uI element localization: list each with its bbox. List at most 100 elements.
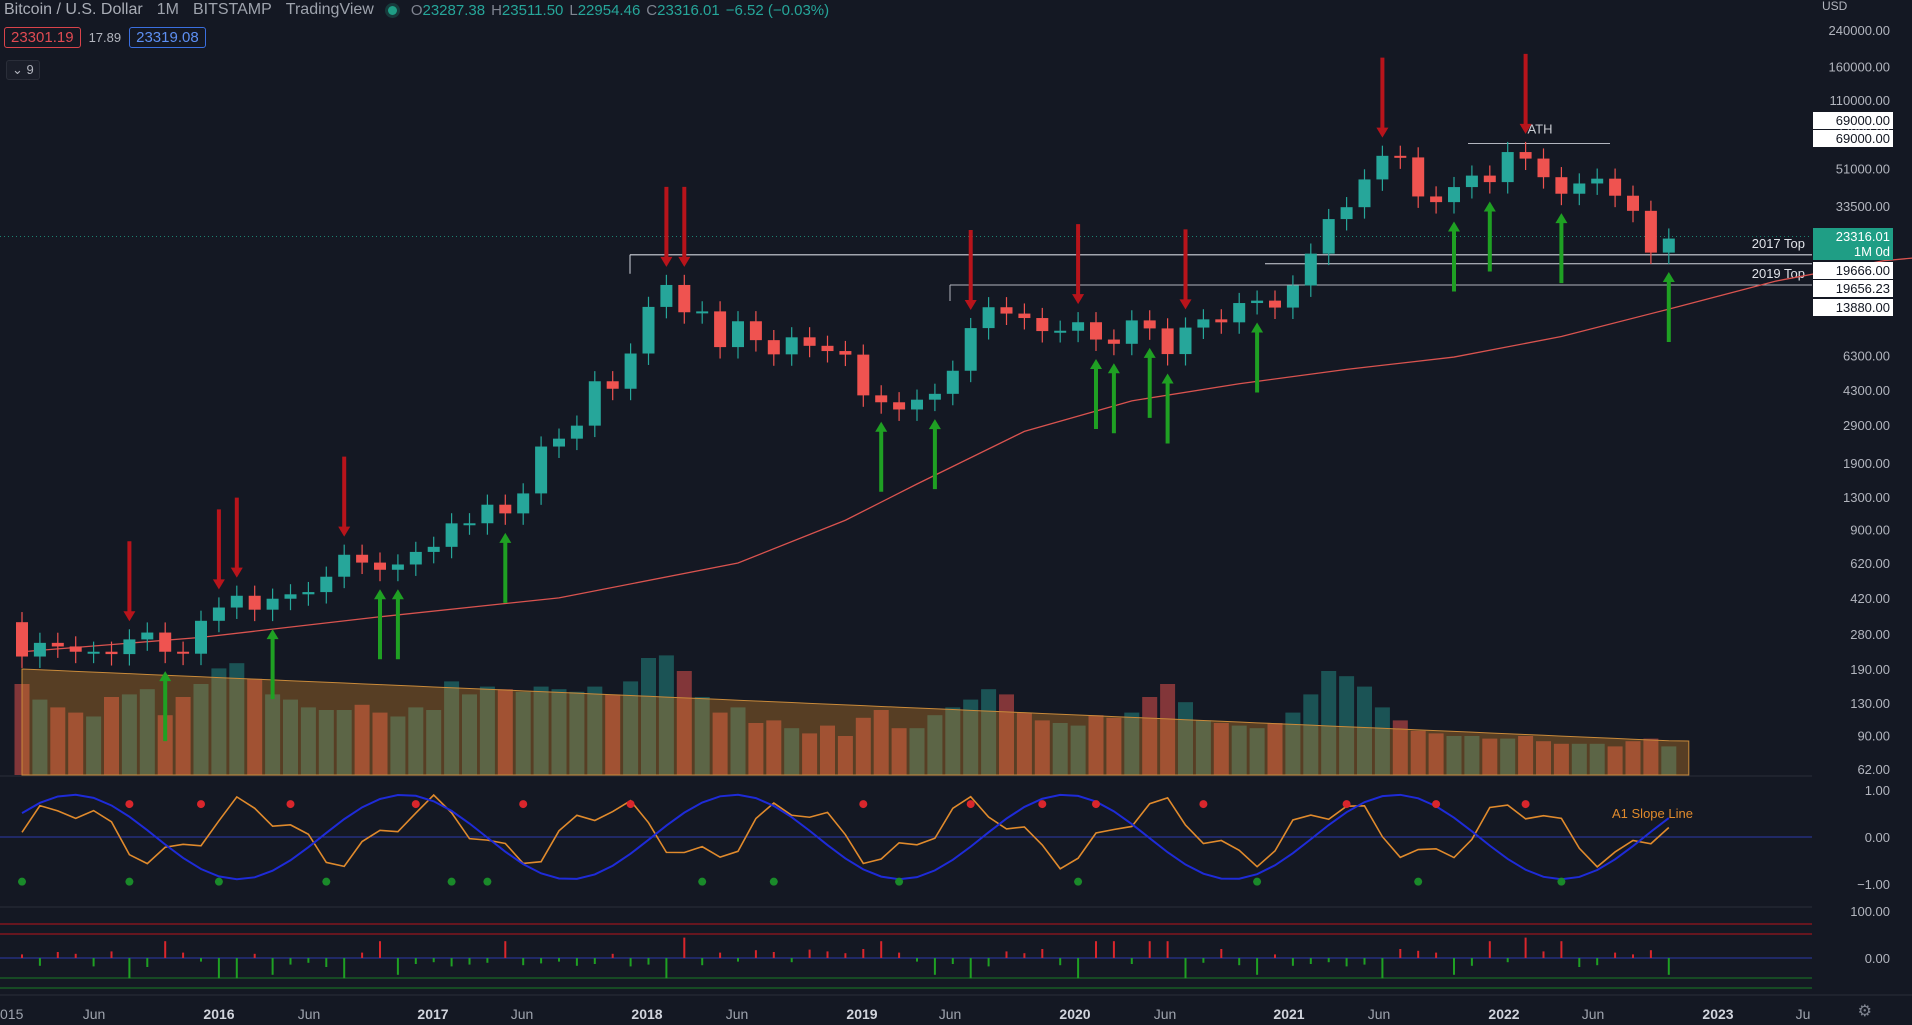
volume-bar bbox=[372, 712, 388, 775]
buy-arrow-icon bbox=[875, 421, 888, 492]
hist-bar bbox=[379, 941, 381, 958]
sell-price-button[interactable]: 23301.19 bbox=[4, 27, 81, 48]
hist-bar bbox=[325, 958, 328, 967]
price-tick: 2900.00 bbox=[1843, 418, 1890, 433]
candle bbox=[481, 504, 494, 524]
hist-bar bbox=[844, 953, 847, 958]
candle bbox=[1233, 303, 1246, 323]
volume-bar bbox=[1016, 712, 1032, 775]
hist-bar bbox=[1148, 941, 1151, 958]
hist-bar bbox=[1184, 958, 1187, 979]
osc-sell-dot bbox=[197, 800, 205, 809]
price-label-box bbox=[1813, 280, 1893, 297]
gear-icon[interactable]: ⚙ bbox=[1857, 1003, 1872, 1020]
volume-bar bbox=[86, 716, 102, 775]
hist-tick: 0.00 bbox=[1865, 951, 1890, 966]
hist-bar bbox=[432, 958, 435, 963]
osc-tick: 1.00 bbox=[1865, 783, 1890, 798]
hist-bar bbox=[146, 958, 149, 967]
candle bbox=[1018, 313, 1031, 319]
time-tick: 2016 bbox=[203, 1006, 234, 1022]
hist-bar bbox=[1417, 950, 1420, 958]
chevron-down-icon: ⌄ bbox=[12, 62, 23, 77]
price-label: 19666.00 bbox=[1836, 263, 1890, 278]
hist-bar bbox=[1667, 958, 1670, 975]
volume-bar bbox=[855, 717, 871, 775]
volume-bar bbox=[820, 725, 835, 775]
hist-bar bbox=[1632, 954, 1634, 958]
volume-bar bbox=[1249, 728, 1265, 775]
hist-bar bbox=[1453, 958, 1455, 975]
candle bbox=[1036, 318, 1049, 332]
volume-bar bbox=[1267, 723, 1283, 775]
volume-bar bbox=[1142, 697, 1158, 775]
hist-bar bbox=[450, 958, 453, 967]
candle bbox=[553, 438, 565, 447]
volume-bar bbox=[658, 655, 674, 775]
price-label-box bbox=[1813, 299, 1893, 316]
osc-buy-dot bbox=[1557, 877, 1566, 886]
price-tick: 6300.00 bbox=[1843, 349, 1890, 364]
buy-price-button[interactable]: 23319.08 bbox=[129, 27, 206, 48]
candle bbox=[445, 523, 458, 547]
osc-tick: −1.00 bbox=[1857, 877, 1890, 892]
candle bbox=[803, 337, 816, 346]
price-label: 1M 0d bbox=[1854, 244, 1890, 259]
volume-bar bbox=[1357, 686, 1372, 775]
volume-bar bbox=[1410, 730, 1426, 775]
price-tick: 280.00 bbox=[1850, 627, 1890, 642]
time-tick: Jun bbox=[83, 1006, 106, 1022]
candle bbox=[1627, 195, 1639, 211]
buy-arrow-icon bbox=[1483, 201, 1496, 272]
price-tick: 33500.00 bbox=[1836, 199, 1890, 214]
candle bbox=[1340, 207, 1353, 220]
candle bbox=[463, 523, 476, 526]
osc-buy-dot bbox=[1253, 877, 1262, 886]
candle bbox=[1644, 210, 1657, 253]
hist-bar bbox=[110, 951, 113, 958]
volume-bar bbox=[1518, 736, 1534, 775]
volume-bar bbox=[1374, 707, 1390, 775]
hist-bar bbox=[1399, 949, 1402, 958]
volume-bar bbox=[1607, 746, 1623, 775]
volume-bar bbox=[766, 720, 782, 775]
volume-bar bbox=[712, 712, 728, 775]
price-tick: 130.00 bbox=[1850, 696, 1890, 711]
open-value: 23287.38 bbox=[422, 1, 486, 19]
symbol-title[interactable]: Bitcoin / U.S. Dollar bbox=[4, 1, 143, 18]
osc-buy-dot bbox=[447, 877, 456, 886]
hist-bar bbox=[1041, 949, 1044, 958]
moving-average-line bbox=[21, 257, 1912, 653]
volume-bar bbox=[104, 697, 119, 775]
candle bbox=[16, 622, 28, 657]
volume-bar bbox=[1571, 743, 1587, 775]
price-tick: 90.00 bbox=[1857, 729, 1890, 744]
hist-bar bbox=[1381, 958, 1384, 979]
hist-bar bbox=[719, 952, 722, 958]
time-tick: Jun bbox=[511, 1006, 534, 1022]
change-value: −6.52 (−0.03%) bbox=[725, 1, 830, 19]
sell-arrow-icon bbox=[1376, 57, 1389, 138]
volume-bar bbox=[945, 707, 961, 775]
signal-arrows bbox=[123, 53, 1675, 742]
candle bbox=[696, 311, 709, 314]
hist-bar bbox=[164, 941, 167, 958]
candle bbox=[1483, 175, 1496, 183]
candle bbox=[87, 651, 100, 654]
candle bbox=[964, 328, 977, 371]
buy-arrow-icon bbox=[499, 532, 512, 603]
interval-label[interactable]: 1M bbox=[156, 1, 179, 18]
price-tick: 62.00 bbox=[1857, 762, 1890, 777]
time-axis: 015 Jun 2016 Jun 2017 Jun 2018 Jun 2019 Jun 2020 Ju… bbox=[0, 1006, 1810, 1022]
hist-bar bbox=[1238, 958, 1241, 966]
volume-bar bbox=[873, 710, 889, 775]
close-value: 23316.01 bbox=[657, 1, 720, 19]
indicators-toggle[interactable]: ⌄ 9 bbox=[6, 60, 40, 80]
hist-bar bbox=[790, 958, 793, 963]
volume-bar bbox=[1070, 725, 1086, 775]
time-tick: 2019 bbox=[846, 1006, 877, 1022]
candle bbox=[1054, 330, 1067, 333]
volume-bar bbox=[265, 694, 281, 775]
candle bbox=[1609, 178, 1622, 196]
